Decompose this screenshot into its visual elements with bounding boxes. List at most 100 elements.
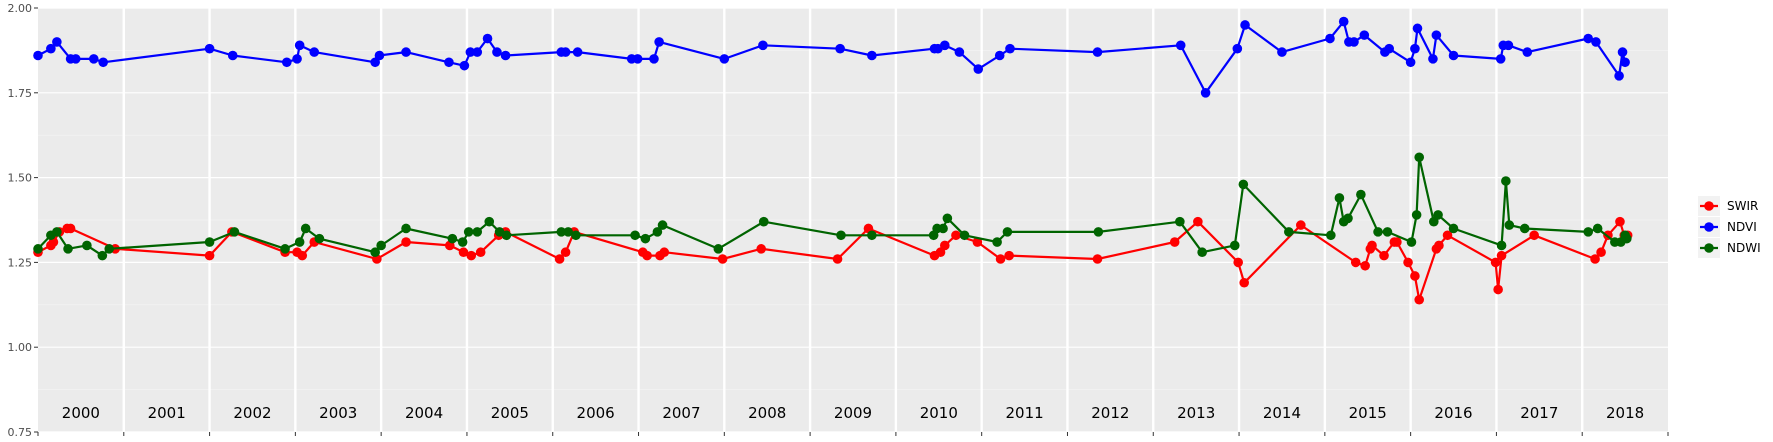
ndvi-point bbox=[1583, 33, 1594, 44]
swir-point bbox=[1596, 247, 1606, 258]
ndwi-point bbox=[992, 237, 1002, 247]
ndvi-point bbox=[1591, 37, 1601, 47]
ndwi-point bbox=[959, 230, 970, 241]
swir-point bbox=[1434, 240, 1444, 251]
y-tick-label: 0.75 bbox=[8, 426, 33, 439]
swir-point bbox=[642, 250, 652, 261]
swir-point bbox=[995, 254, 1006, 264]
swir-point bbox=[1410, 271, 1420, 281]
ndvi-point bbox=[500, 50, 511, 61]
year-label: 2003 bbox=[319, 404, 357, 422]
ndwi-point bbox=[1343, 213, 1353, 224]
x-axis: 2000 2001 2002 2003 2004 2005 2006 2007 2008 2009… bbox=[37, 404, 1669, 436]
ndwi-point bbox=[63, 244, 73, 254]
series-ndvi bbox=[33, 16, 1630, 98]
ndvi-point bbox=[492, 47, 502, 57]
ndvi-point bbox=[1431, 30, 1442, 40]
swir-point bbox=[1092, 254, 1103, 264]
ndvi-point bbox=[939, 40, 950, 51]
series-layer bbox=[33, 16, 1633, 305]
ndwi-point bbox=[501, 230, 512, 241]
ndwi-point bbox=[1504, 220, 1515, 230]
ndvi-point bbox=[954, 47, 965, 57]
year-label: 2016 bbox=[1434, 404, 1472, 422]
ndvi-point bbox=[572, 47, 583, 57]
ndwi-point bbox=[1284, 227, 1294, 237]
ndwi-point bbox=[571, 230, 581, 241]
ndvi-point bbox=[52, 37, 62, 47]
year-label: 2018 bbox=[1606, 404, 1644, 422]
ndwi-point bbox=[1093, 227, 1104, 237]
swir-point bbox=[1004, 250, 1014, 261]
swir-point bbox=[717, 254, 728, 264]
ndwi-point bbox=[82, 240, 92, 251]
ndwi-point bbox=[1583, 227, 1594, 237]
ndwi-point bbox=[484, 216, 495, 227]
ndvi-point bbox=[98, 57, 108, 68]
ndvi-point bbox=[719, 54, 730, 64]
ndwi-point bbox=[1356, 189, 1366, 200]
year-label: 2001 bbox=[148, 404, 186, 422]
ndvi-point bbox=[281, 57, 292, 68]
ndvi-point bbox=[1617, 47, 1628, 57]
swir-point bbox=[297, 250, 308, 261]
swir-point bbox=[939, 240, 950, 251]
legend-item-ndvi: NDVI bbox=[1698, 217, 1757, 237]
ndvi-point bbox=[70, 54, 81, 64]
ndvi-point bbox=[1277, 47, 1287, 57]
gridlines bbox=[38, 7, 1668, 433]
swir-point bbox=[401, 237, 411, 247]
ndvi-point bbox=[1325, 33, 1335, 44]
legend-label: NDVI bbox=[1727, 220, 1757, 234]
ndwi-point bbox=[1229, 240, 1240, 251]
swir-point bbox=[1493, 284, 1503, 295]
legend-key-point bbox=[1704, 243, 1714, 253]
ndwi-point bbox=[657, 220, 668, 230]
legend-item-swir: SWIR bbox=[1698, 196, 1758, 216]
swir-point bbox=[1392, 237, 1402, 247]
swir-point bbox=[1239, 277, 1249, 288]
swir-point bbox=[458, 247, 469, 258]
y-tick-label: 2.00 bbox=[8, 2, 33, 15]
ndwi-point bbox=[867, 230, 877, 241]
swir-point bbox=[1590, 254, 1600, 264]
swir-point bbox=[1615, 216, 1625, 227]
ndwi-point bbox=[938, 223, 948, 234]
ndvi-point bbox=[1410, 43, 1420, 54]
ndwi-point bbox=[229, 227, 240, 237]
ndvi-point bbox=[1175, 40, 1186, 51]
swir-point bbox=[1442, 230, 1453, 241]
ndwi-point bbox=[447, 233, 458, 244]
ndwi-point bbox=[401, 223, 411, 234]
ndwi-point bbox=[52, 227, 62, 237]
legend: SWIR NDVI NDWI bbox=[1698, 196, 1761, 258]
year-label: 2005 bbox=[491, 404, 529, 422]
year-label: 2013 bbox=[1177, 404, 1215, 422]
swir-point bbox=[1367, 240, 1377, 251]
year-label: 2004 bbox=[405, 404, 443, 422]
ndwi-point bbox=[280, 244, 290, 254]
legend-item-ndwi: NDWI bbox=[1698, 238, 1761, 258]
ndwi-point bbox=[758, 216, 769, 227]
ndwi-point bbox=[1501, 176, 1511, 186]
ndvi-point bbox=[1232, 43, 1243, 54]
ndwi-point bbox=[1433, 210, 1443, 220]
ndwi-point bbox=[33, 244, 43, 254]
ndwi-point bbox=[1519, 223, 1530, 234]
ndvi-point bbox=[1384, 43, 1394, 54]
ndwi-point bbox=[942, 213, 953, 224]
ndvi-point bbox=[1495, 54, 1506, 64]
year-label: 2008 bbox=[748, 404, 786, 422]
ndwi-point bbox=[563, 227, 573, 237]
swir-point bbox=[475, 247, 486, 258]
ndvi-point bbox=[1359, 30, 1370, 40]
swir-point bbox=[1414, 294, 1425, 305]
ndwi-point bbox=[1382, 227, 1393, 237]
swir-point bbox=[659, 247, 670, 258]
ndvi-point bbox=[758, 40, 768, 51]
ndvi-point bbox=[204, 43, 215, 54]
swir-point bbox=[560, 247, 571, 258]
year-label: 2007 bbox=[662, 404, 700, 422]
ndvi-point bbox=[1005, 43, 1015, 54]
swir-point bbox=[1296, 220, 1306, 230]
